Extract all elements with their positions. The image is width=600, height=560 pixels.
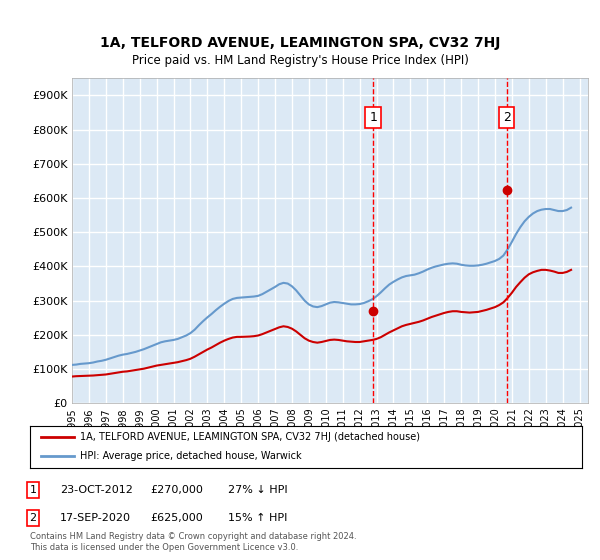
Text: Contains HM Land Registry data © Crown copyright and database right 2024.
This d: Contains HM Land Registry data © Crown c… [30,532,356,552]
Text: 2: 2 [503,111,511,124]
Text: HPI: Average price, detached house, Warwick: HPI: Average price, detached house, Warw… [80,451,301,461]
Text: £270,000: £270,000 [150,485,203,495]
Text: 1: 1 [369,111,377,124]
Text: 1A, TELFORD AVENUE, LEAMINGTON SPA, CV32 7HJ (detached house): 1A, TELFORD AVENUE, LEAMINGTON SPA, CV32… [80,432,419,442]
Text: £625,000: £625,000 [150,513,203,523]
Text: 1A, TELFORD AVENUE, LEAMINGTON SPA, CV32 7HJ: 1A, TELFORD AVENUE, LEAMINGTON SPA, CV32… [100,36,500,50]
Text: 1: 1 [29,485,37,495]
Text: 27% ↓ HPI: 27% ↓ HPI [228,485,287,495]
Text: Price paid vs. HM Land Registry's House Price Index (HPI): Price paid vs. HM Land Registry's House … [131,54,469,67]
Text: 23-OCT-2012: 23-OCT-2012 [60,485,133,495]
Text: 17-SEP-2020: 17-SEP-2020 [60,513,131,523]
Text: 15% ↑ HPI: 15% ↑ HPI [228,513,287,523]
Text: 2: 2 [29,513,37,523]
